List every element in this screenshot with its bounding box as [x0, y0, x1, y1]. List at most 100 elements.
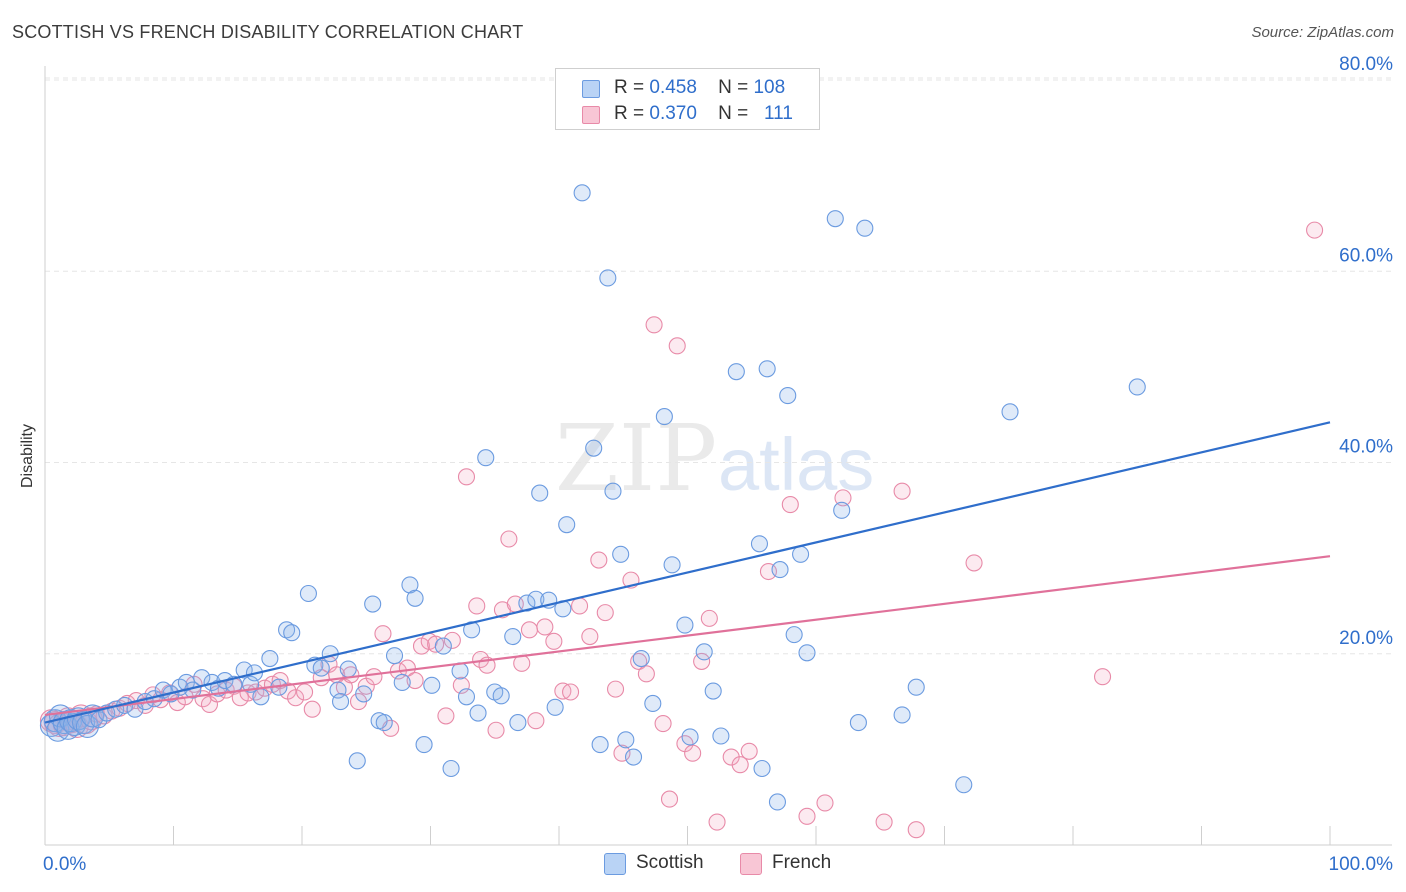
scottish-point-36: [283, 624, 301, 642]
french-point-83: [660, 790, 679, 808]
legend-swatch-french: [582, 106, 600, 124]
scottish-point-97: [785, 626, 803, 644]
scottish-point-103: [856, 219, 874, 237]
french-point-36: [296, 683, 314, 701]
scottish-point-89: [712, 727, 730, 745]
scottish-point-68: [531, 484, 549, 502]
french-point-102: [1094, 668, 1112, 686]
scottish-point-77: [604, 482, 622, 500]
french-point-94: [781, 496, 799, 514]
french-point-37: [303, 700, 321, 718]
scottish-point-91: [750, 535, 769, 553]
scottish-point-35: [278, 621, 296, 639]
french-point-84: [668, 337, 686, 355]
scottish-point-51: [401, 576, 419, 594]
french-point-35: [287, 689, 305, 707]
grid-lines: [45, 77, 1392, 655]
french-point-95: [798, 807, 816, 825]
french-point-96: [816, 794, 834, 812]
scottish-point-56: [442, 759, 460, 778]
french-point-72: [571, 597, 589, 615]
french-point-63: [500, 530, 518, 548]
scottish-point-39: [312, 659, 330, 677]
scottish-point-99: [798, 644, 816, 662]
french-point-61: [487, 721, 505, 739]
french-series: [39, 221, 1324, 839]
french-point-100: [907, 821, 925, 839]
french-point-99: [893, 482, 911, 500]
french-point-88: [700, 609, 718, 627]
watermark-atlas: atlas: [718, 423, 874, 506]
scottish-point-73: [573, 184, 591, 202]
scottish-point-33: [261, 649, 279, 668]
french-point-82: [654, 715, 672, 733]
legend-n-label: N =: [718, 103, 749, 124]
scottish-point-102: [849, 714, 867, 732]
scottish-point-85: [676, 616, 694, 634]
scottish-point-49: [385, 647, 404, 665]
scottish-point-108: [1128, 378, 1146, 396]
scottish-point-101: [833, 501, 851, 519]
french-point-66: [520, 621, 538, 639]
legend-swatch-scottish: [582, 80, 600, 98]
x-tick-label-1: 100.0%: [1329, 854, 1394, 875]
scottish-point-65: [509, 714, 527, 732]
scottish-point-83: [655, 408, 673, 426]
scottish-point-52: [406, 589, 424, 607]
scottish-point-60: [469, 704, 487, 722]
scottish-point-58: [457, 688, 476, 706]
legend-r-value: 0.458: [649, 77, 697, 98]
french-point-67: [527, 712, 545, 730]
scottish-trend-line: [44, 421, 1331, 724]
scottish-point-104: [893, 706, 911, 724]
french-point-73: [581, 627, 599, 646]
scottish-point-82: [644, 694, 662, 713]
legend-n-value: 111: [764, 103, 793, 124]
french-point-75: [596, 604, 614, 622]
french-point-45: [365, 668, 383, 686]
watermark: ZIP atlas: [555, 405, 874, 512]
scottish-point-79: [617, 731, 635, 749]
scottish-point-43: [339, 660, 357, 678]
french-point-92: [740, 742, 758, 760]
french-point-58: [468, 597, 486, 615]
scottish-point-93: [758, 360, 776, 378]
french-point-57: [457, 468, 476, 486]
french-point-97: [834, 489, 852, 507]
source-label: Source: ZipAtlas.com: [1251, 24, 1394, 41]
legend-n-label: N =: [718, 77, 749, 98]
legend-n-value: 108: [753, 77, 786, 98]
french-point-86: [684, 744, 702, 762]
axes: [44, 66, 1392, 846]
french-point-91: [731, 756, 749, 774]
scottish-point-105: [907, 678, 925, 696]
trend-lines: [44, 421, 1331, 724]
scottish-point-78: [612, 545, 630, 563]
french-point-103: [1306, 221, 1324, 239]
scottish-point-106: [955, 776, 973, 794]
correlation-legend: R = 0.458 N = 108 R = 0.370 N = 111: [555, 68, 820, 130]
y-tick-label-2: 60.0%: [1339, 245, 1393, 266]
y-tick-label-0: 20.0%: [1339, 628, 1393, 649]
scottish-point-107: [1001, 403, 1019, 421]
scottish-point-48: [375, 714, 393, 732]
scottish-point-75: [591, 736, 609, 754]
scottish-point-84: [663, 556, 681, 574]
scottish-point-32: [252, 688, 270, 706]
scottish-point-88: [704, 682, 722, 700]
bottom-legend-label-french: French: [772, 852, 832, 873]
french-point-71: [562, 683, 580, 701]
french-point-55: [443, 631, 461, 649]
scottish-point-50: [393, 673, 411, 691]
scottish-point-72: [558, 516, 576, 534]
french-point-79: [630, 652, 648, 670]
scottish-point-100: [826, 210, 844, 228]
french-point-101: [965, 554, 983, 572]
french-point-80: [637, 665, 655, 683]
bottom-legend-swatch-scottish: [604, 853, 626, 875]
watermark-zip: ZIP: [555, 405, 717, 512]
scottish-point-92: [753, 759, 771, 778]
scottish-point-42: [331, 693, 350, 711]
french-point-68: [536, 618, 554, 636]
scottish-point-80: [624, 748, 643, 766]
